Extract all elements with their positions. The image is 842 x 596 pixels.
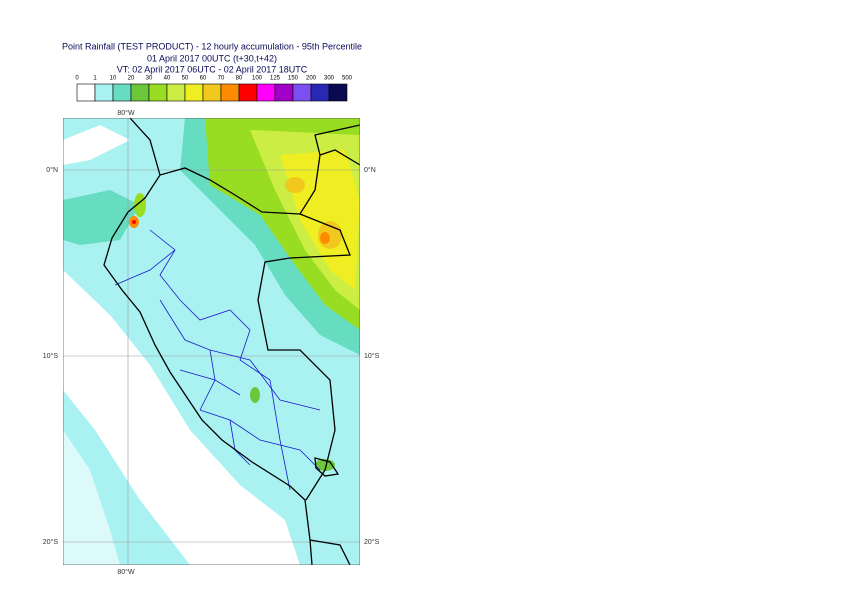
region-border — [179, 369, 241, 396]
legend-label: 80 — [236, 76, 243, 82]
lake — [314, 457, 340, 477]
dry-sea — [63, 125, 130, 165]
wet-area — [63, 190, 140, 245]
legend-swatch — [310, 83, 330, 102]
wet-spot — [285, 177, 305, 193]
valid-time: VT: 02 April 2017 06UTC - 02 April 2017 … — [117, 64, 308, 74]
legend-swatch — [274, 83, 294, 102]
dry-sea — [63, 430, 120, 565]
legend-swatch — [328, 83, 348, 102]
dry-sea — [63, 270, 300, 565]
legend-label: 500 — [342, 76, 353, 82]
regional-borders — [114, 229, 321, 491]
legend-label: 50 — [182, 76, 189, 82]
wet-spot — [250, 387, 260, 403]
legend-label: 300 — [324, 76, 335, 82]
country-borders — [103, 118, 360, 565]
map — [63, 118, 360, 565]
region-border — [149, 229, 271, 381]
legend-label: 10 — [110, 76, 117, 82]
legend-swatch — [148, 83, 168, 102]
legend-label: 70 — [218, 76, 225, 82]
border — [309, 539, 351, 565]
title: Point Rainfall (TEST PRODUCT) - 12 hourl… — [62, 41, 362, 51]
latitude-label: 0°N — [46, 166, 58, 174]
legend: 0 1 10 20 30 40 50 60 70 80 100 125 150 200 300 500 — [75, 76, 353, 102]
legend-label: 30 — [146, 76, 153, 82]
region-border — [269, 379, 291, 491]
longitude-label: 80°W — [117, 109, 135, 117]
legend-label: 0 — [75, 76, 79, 82]
latitude-label: 0°N — [364, 166, 376, 174]
legend-swatch — [256, 83, 276, 102]
base-time: 01 April 2017 00UTC (t+30,t+42) — [147, 53, 277, 63]
region-border — [199, 409, 321, 471]
latitude-label: 20°S — [364, 538, 380, 546]
legend-swatch — [220, 83, 240, 102]
latitude-label: 10°S — [364, 352, 380, 360]
legend-label: 60 — [200, 76, 207, 82]
latitude-label: 20°S — [43, 538, 59, 546]
border — [257, 213, 351, 501]
legend-swatch — [76, 83, 96, 102]
border — [314, 124, 360, 156]
legend-swatch — [94, 83, 114, 102]
legend-swatch — [292, 83, 312, 102]
legend-swatch — [130, 83, 150, 102]
legend-label: 40 — [164, 76, 171, 82]
legend-swatch — [166, 83, 186, 102]
legend-label: 125 — [270, 76, 281, 82]
region-border — [114, 249, 176, 286]
wet-spot — [132, 220, 136, 224]
legend-swatch — [112, 83, 132, 102]
legend-label: 200 — [306, 76, 317, 82]
border — [129, 118, 161, 176]
legend-swatch — [238, 83, 258, 102]
border — [127, 149, 360, 215]
legend-label: 100 — [252, 76, 263, 82]
coastline — [103, 211, 313, 565]
latitude-label: 10°S — [43, 352, 59, 360]
legend-swatch — [202, 83, 222, 102]
legend-swatch — [184, 83, 204, 102]
longitude-label: 80°W — [117, 568, 135, 576]
legend-label: 1 — [93, 76, 97, 82]
region-border — [209, 349, 321, 411]
legend-label: 150 — [288, 76, 299, 82]
wet-spot — [320, 232, 330, 244]
legend-label: 20 — [128, 76, 135, 82]
